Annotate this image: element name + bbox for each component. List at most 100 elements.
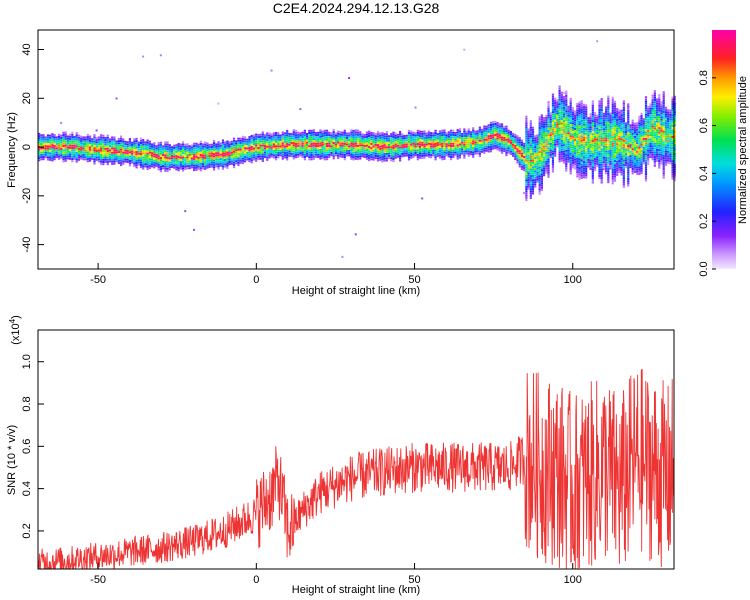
spectrogram-cell <box>104 156 107 159</box>
spectrogram-cell <box>551 97 555 100</box>
spectrogram-cell <box>653 112 656 115</box>
spectrogram-cell <box>104 139 107 142</box>
spectrogram-cell <box>631 121 634 124</box>
spectrogram-cell <box>73 157 76 160</box>
spectrogram-cell <box>370 142 373 145</box>
spectrogram-cell <box>64 135 67 138</box>
spectrogram-cell <box>243 149 247 152</box>
spectrogram-cell <box>443 129 446 132</box>
spectrogram-cell <box>447 142 450 145</box>
spectrogram-cell <box>574 119 577 122</box>
spectrogram-cell <box>551 163 555 166</box>
spectrogram-cell <box>387 137 391 140</box>
spectrogram-cell <box>301 151 304 154</box>
spectrogram-cell <box>430 134 433 137</box>
spectrogram-cell <box>605 132 608 135</box>
spectrogram-cell <box>516 161 519 164</box>
spectrogram-cell <box>620 120 623 123</box>
spectrogram-cell <box>658 131 661 134</box>
spectrogram-cell <box>252 149 256 152</box>
spectrogram-cell <box>188 156 191 159</box>
spectrogram-cell <box>443 133 446 136</box>
spectrogram-cell <box>126 147 129 150</box>
spectrogram-cell <box>215 156 218 159</box>
spectrogram-cell <box>472 131 475 134</box>
spectrogram-cell <box>75 140 78 143</box>
spectrogram-cell <box>585 152 588 155</box>
spectrogram-cell <box>277 143 280 146</box>
spectrogram-cell <box>536 147 539 150</box>
spectrogram-cell <box>516 139 519 142</box>
spectrogram-cell <box>91 138 94 141</box>
spectrogram-cell <box>551 113 555 116</box>
spectrogram-cell <box>199 145 202 148</box>
spectrogram-cell <box>252 140 256 143</box>
spectrogram-cell <box>638 124 641 127</box>
spectrogram-y-tick-label: 20 <box>21 92 33 104</box>
spectrogram-cell <box>649 153 652 156</box>
spectrogram-cell <box>642 162 645 165</box>
spectrogram-cell <box>642 131 645 134</box>
spectrogram-cell <box>259 140 262 143</box>
spectrogram-cell <box>596 118 599 121</box>
spectrogram-cell <box>40 136 43 139</box>
spectrogram-cell <box>649 107 652 110</box>
spectrogram-cell <box>525 124 528 127</box>
spectrogram-cell <box>611 131 614 134</box>
spectrogram-cell <box>226 149 229 152</box>
spectrogram-cell <box>361 133 364 136</box>
spectrogram-cell <box>523 162 526 165</box>
spectrogram-cell <box>660 140 663 143</box>
spectrogram-cell <box>636 153 639 156</box>
spectrogram-cell <box>622 177 625 180</box>
spectrogram-cell <box>164 154 167 157</box>
spectrogram-cell <box>607 163 610 166</box>
spectrogram-cell <box>596 158 599 161</box>
spectrogram-cell <box>319 146 322 149</box>
spectrogram-cell <box>379 139 382 142</box>
spectrogram-cell <box>523 164 526 167</box>
spectrogram-cell <box>250 150 253 153</box>
spectrogram-cell <box>77 154 81 157</box>
spectrogram-cell <box>658 111 661 114</box>
spectrogram-cell <box>627 112 630 115</box>
spectrogram-cell <box>547 107 550 110</box>
spectrogram-cell <box>545 125 548 128</box>
spectrogram-cell <box>162 165 165 168</box>
spectrogram-cell <box>463 130 466 133</box>
spectrogram-cell <box>554 145 557 148</box>
spectrogram-cell <box>638 161 641 164</box>
spectrogram-cell <box>277 156 280 159</box>
spectrogram-cell <box>181 156 185 159</box>
spectrogram-cell <box>148 145 151 148</box>
spectrogram-cell <box>323 145 326 148</box>
spectrogram-cell <box>602 117 606 120</box>
spectrogram-cell <box>565 125 568 128</box>
spectrogram-cell <box>667 135 670 138</box>
spectrogram-cell <box>55 151 58 154</box>
spectrogram-cell <box>328 145 331 148</box>
spectrogram-cell <box>571 118 574 121</box>
spectrogram-cell <box>529 168 532 171</box>
spectrogram-cell <box>272 132 275 135</box>
spectrogram-cell <box>576 124 579 127</box>
spectrogram-cell <box>84 136 87 139</box>
spectrogram-cell <box>372 132 375 135</box>
spectrogram-cell <box>591 161 594 164</box>
spectrogram-cell <box>303 151 306 154</box>
spectrogram-cell <box>511 146 515 149</box>
spectrogram-cell <box>598 148 601 151</box>
spectrogram-cell <box>228 154 231 157</box>
spectrogram-cell <box>540 114 543 117</box>
spectrogram-cell <box>449 140 453 143</box>
spectrogram-cell <box>536 160 539 163</box>
spectrogram-cell <box>547 123 550 126</box>
spectrogram-cell <box>538 137 541 140</box>
spectrogram-cell <box>325 136 329 139</box>
spectrogram-cell <box>523 147 526 150</box>
spectrogram-cell <box>270 151 273 154</box>
spectrogram-cell <box>467 154 470 157</box>
spectrogram-cell <box>71 133 74 136</box>
spectrogram-cell <box>323 132 326 135</box>
spectrogram-cell <box>465 137 468 140</box>
